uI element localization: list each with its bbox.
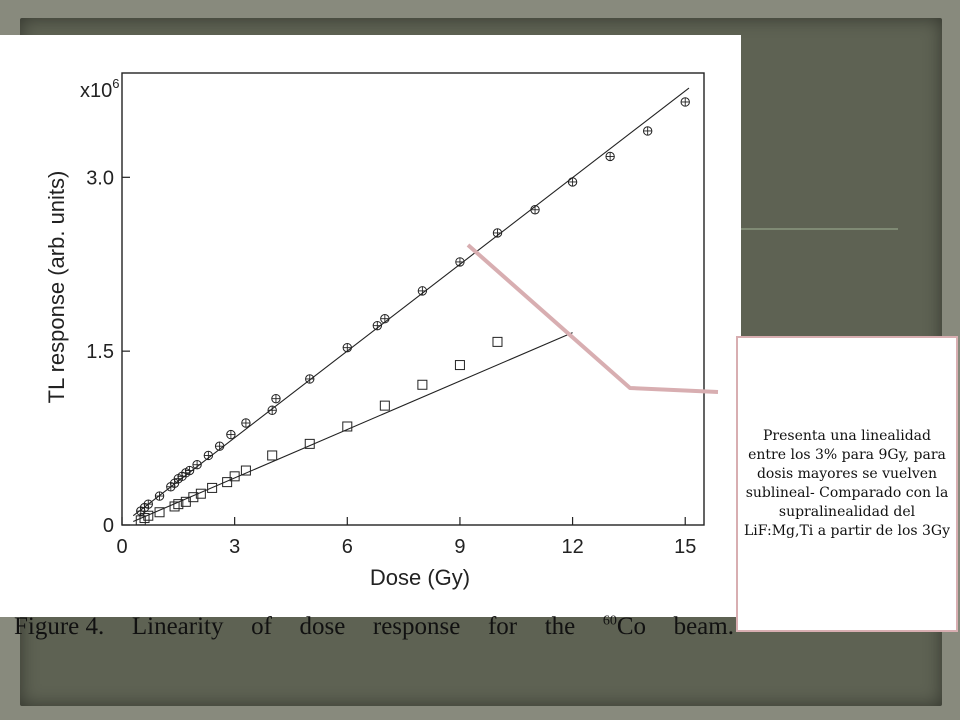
data-point-circle <box>184 465 195 476</box>
caption-isotope: 60Co <box>603 613 646 641</box>
data-point-square <box>188 492 199 503</box>
data-point-circle <box>192 460 202 470</box>
decorative-rule <box>740 228 898 230</box>
caption-word: response <box>372 613 461 640</box>
data-point-square <box>229 471 240 482</box>
data-point-circle <box>214 441 225 451</box>
data-point-square <box>454 360 465 371</box>
y-tick-label: 3.0 <box>86 167 114 189</box>
data-point-square <box>417 379 428 390</box>
data-point-circle <box>380 314 390 324</box>
caption-word: dose <box>299 613 346 640</box>
data-point-square <box>342 421 353 432</box>
data-point-circle <box>530 205 540 215</box>
y-tick-label: 1.5 <box>86 341 114 363</box>
y-tick-label: 0 <box>103 515 114 537</box>
data-point-circle <box>267 405 277 415</box>
caption-word: for <box>487 613 518 640</box>
caption-word: the <box>544 613 576 640</box>
y-multiplier-exponent: 6 <box>112 76 119 91</box>
x-tick-label: 3 <box>229 536 240 558</box>
data-point-square <box>169 501 180 512</box>
data-point-circle <box>642 126 653 136</box>
caption-prefix: Figure 4. <box>14 613 105 640</box>
data-point-circle <box>605 151 615 162</box>
y-multiplier: x106 <box>80 76 119 102</box>
figure-panel: 0 3 6 9 12 15 0 1.5 3.0 x106 TL response (arb. u… <box>0 35 741 640</box>
caption-word: Linearity <box>131 613 224 640</box>
data-point-square <box>139 513 150 524</box>
x-tick-label: 6 <box>342 536 353 558</box>
callout-text: Presenta una linealidad entre los 3% par… <box>744 428 951 539</box>
x-tick-label: 0 <box>116 536 127 558</box>
data-points <box>135 97 690 526</box>
isotope-symbol: Co <box>616 613 646 640</box>
data-point-circle <box>372 320 383 331</box>
caption-word: of <box>251 613 272 640</box>
data-point-circle <box>203 450 214 461</box>
data-point-square <box>143 510 154 521</box>
y-multiplier-base: x10 <box>80 80 112 102</box>
data-point-circle <box>271 393 281 404</box>
x-axis-label: Dose (Gy) <box>370 565 470 590</box>
data-point-square <box>267 450 278 461</box>
data-point-circle <box>154 491 165 501</box>
data-point-square <box>154 507 165 518</box>
callout-box: Presenta una linealidad entre los 3% par… <box>736 336 958 632</box>
data-point-square <box>222 477 233 488</box>
data-point-square <box>173 499 184 510</box>
x-tick-label: 12 <box>561 536 583 558</box>
data-point-square <box>195 488 206 499</box>
data-point-circle <box>492 228 503 238</box>
data-point-circle <box>417 286 428 296</box>
data-point-square <box>304 438 315 449</box>
figure-caption: Figure 4. Linearity of dose response for… <box>14 613 734 641</box>
x-tick-label: 15 <box>674 536 696 558</box>
data-point-circle <box>455 257 465 267</box>
data-point-circle <box>143 499 153 509</box>
data-point-circle <box>680 97 690 107</box>
data-point-square <box>379 400 390 411</box>
fit-line <box>132 87 690 517</box>
data-point-circle <box>342 342 352 353</box>
data-point-circle <box>305 374 315 384</box>
data-point-circle <box>241 418 251 428</box>
caption-word: beam. <box>673 613 734 640</box>
fit-line <box>133 332 573 523</box>
data-point-square <box>207 482 218 493</box>
fit-lines <box>132 87 690 523</box>
x-tick-label: 9 <box>454 536 465 558</box>
axis-ticks: 0 3 6 9 12 15 0 1.5 3.0 <box>86 167 696 558</box>
data-point-circle <box>226 429 236 440</box>
data-point-square <box>240 465 251 476</box>
y-axis-label: TL response (arb. units) <box>44 171 69 404</box>
data-point-square <box>492 336 503 347</box>
isotope-mass: 60 <box>602 613 617 629</box>
data-point-circle <box>567 177 578 187</box>
